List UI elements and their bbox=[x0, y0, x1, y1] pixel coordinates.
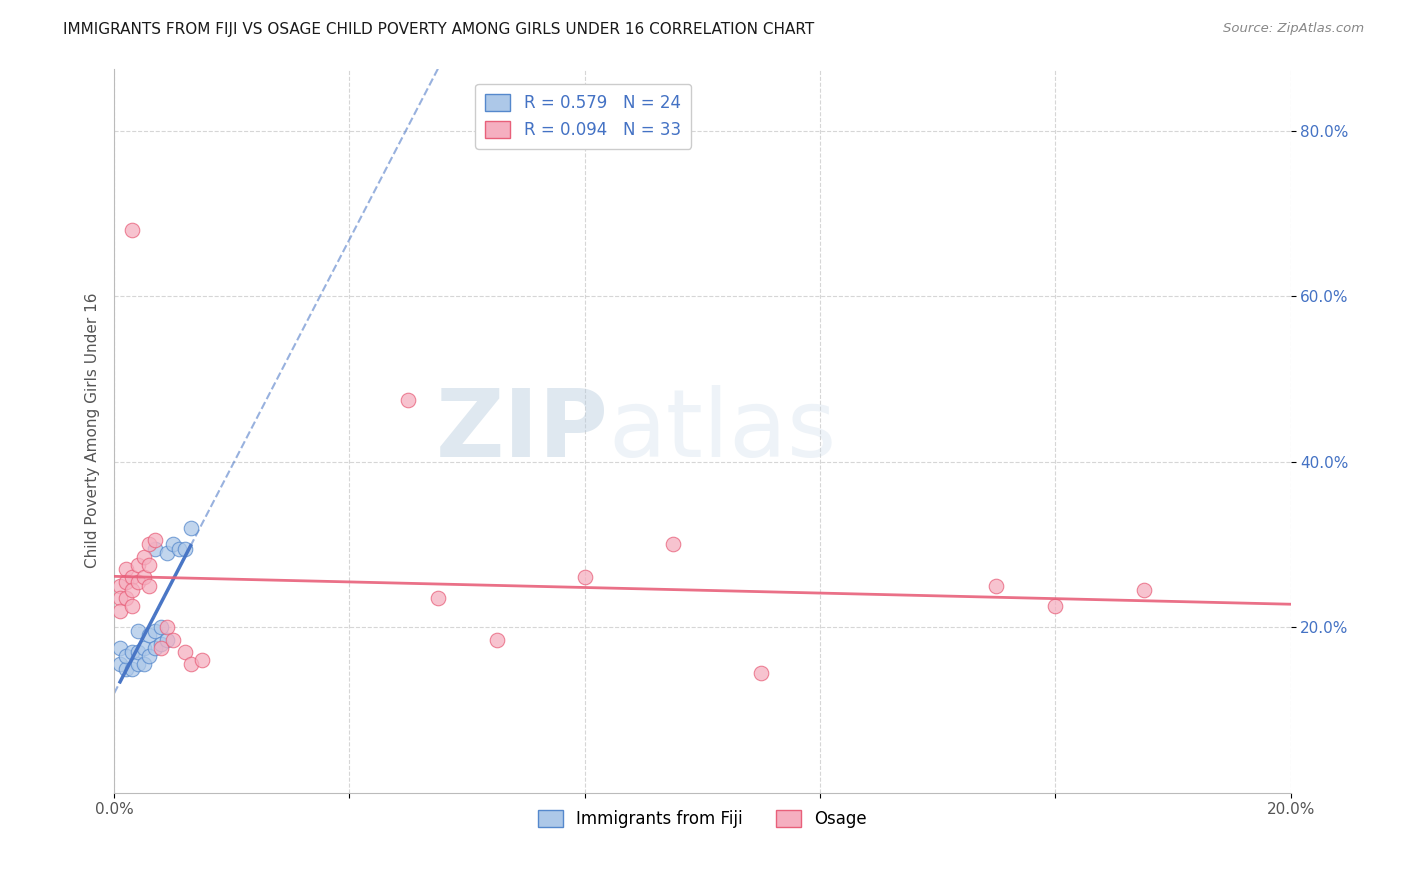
Point bbox=[426, 591, 449, 606]
Point bbox=[127, 624, 149, 639]
Point bbox=[132, 549, 155, 564]
Point bbox=[150, 620, 173, 634]
Point bbox=[162, 632, 184, 647]
Point bbox=[138, 649, 160, 664]
Point bbox=[127, 645, 149, 659]
Point bbox=[121, 570, 143, 584]
Point bbox=[121, 223, 143, 237]
Text: Source: ZipAtlas.com: Source: ZipAtlas.com bbox=[1223, 22, 1364, 36]
Point bbox=[108, 604, 131, 618]
Point bbox=[986, 579, 1008, 593]
Point bbox=[145, 541, 167, 556]
Point bbox=[150, 637, 173, 651]
Point bbox=[138, 579, 160, 593]
Point bbox=[115, 649, 138, 664]
Point bbox=[180, 657, 202, 672]
Point bbox=[145, 640, 167, 655]
Point bbox=[749, 665, 772, 680]
Legend: Immigrants from Fiji, Osage: Immigrants from Fiji, Osage bbox=[531, 804, 873, 835]
Y-axis label: Child Poverty Among Girls Under 16: Child Poverty Among Girls Under 16 bbox=[86, 293, 100, 568]
Point bbox=[145, 533, 167, 548]
Text: IMMIGRANTS FROM FIJI VS OSAGE CHILD POVERTY AMONG GIRLS UNDER 16 CORRELATION CHA: IMMIGRANTS FROM FIJI VS OSAGE CHILD POVE… bbox=[63, 22, 814, 37]
Point bbox=[138, 558, 160, 572]
Point bbox=[1045, 599, 1067, 614]
Point bbox=[156, 620, 179, 634]
Point bbox=[173, 541, 195, 556]
Text: atlas: atlas bbox=[609, 384, 837, 476]
Point bbox=[132, 657, 155, 672]
Point bbox=[167, 541, 190, 556]
Point bbox=[138, 537, 160, 551]
Point bbox=[485, 632, 508, 647]
Point bbox=[156, 632, 179, 647]
Point bbox=[574, 570, 596, 584]
Point bbox=[115, 562, 138, 576]
Point bbox=[108, 657, 131, 672]
Point bbox=[162, 537, 184, 551]
Point bbox=[1132, 582, 1154, 597]
Point bbox=[108, 591, 131, 606]
Point bbox=[156, 546, 179, 560]
Text: ZIP: ZIP bbox=[436, 384, 609, 476]
Point bbox=[191, 653, 214, 667]
Point bbox=[108, 579, 131, 593]
Point bbox=[127, 558, 149, 572]
Point bbox=[180, 521, 202, 535]
Point bbox=[115, 574, 138, 589]
Point bbox=[662, 537, 685, 551]
Point bbox=[132, 570, 155, 584]
Point bbox=[121, 582, 143, 597]
Point bbox=[145, 624, 167, 639]
Point bbox=[108, 640, 131, 655]
Point bbox=[396, 392, 419, 407]
Point bbox=[115, 591, 138, 606]
Point bbox=[121, 645, 143, 659]
Point bbox=[115, 661, 138, 675]
Point bbox=[121, 661, 143, 675]
Point bbox=[127, 574, 149, 589]
Point bbox=[138, 628, 160, 642]
Point bbox=[173, 645, 195, 659]
Point bbox=[132, 640, 155, 655]
Point bbox=[150, 640, 173, 655]
Point bbox=[121, 599, 143, 614]
Point bbox=[127, 657, 149, 672]
